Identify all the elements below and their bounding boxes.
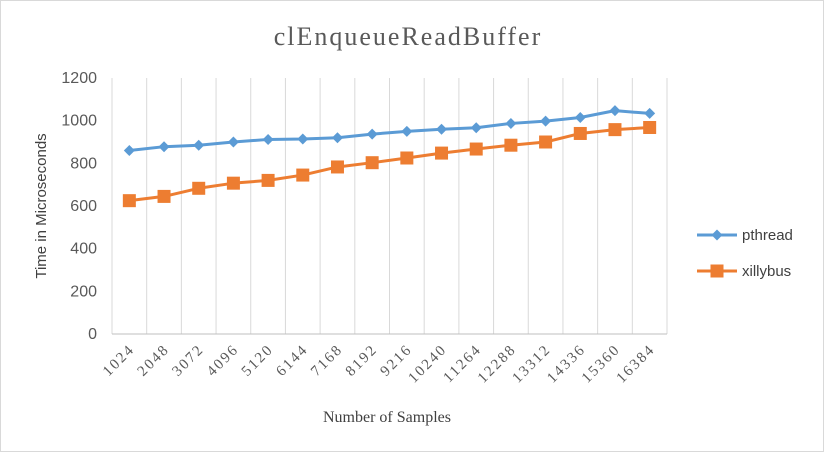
xillybus-point xyxy=(469,142,483,156)
pthread-point xyxy=(366,128,378,140)
xillybus-point xyxy=(330,160,344,174)
xillybus-point xyxy=(261,173,275,187)
y-tick-label: 200 xyxy=(70,283,97,300)
xillybus-point xyxy=(573,126,587,140)
pthread-point xyxy=(331,132,343,144)
pthread-point xyxy=(262,133,274,145)
series-group xyxy=(122,105,657,208)
xillybus-point xyxy=(435,146,449,160)
x-tick-label: 5120 xyxy=(239,342,277,380)
pthread-point xyxy=(540,115,552,127)
xillybus-point xyxy=(608,123,622,137)
legend: pthread xillybus xyxy=(697,227,793,280)
xillybus-point xyxy=(226,176,240,190)
x-tick-label: 7168 xyxy=(308,342,346,380)
x-tick-label: 16384 xyxy=(614,342,659,387)
y-axis-label: Time in Microseconds xyxy=(33,133,50,278)
legend-label: xillybus xyxy=(742,263,791,280)
xillybus-point xyxy=(192,181,206,195)
xillybus-point xyxy=(157,189,171,203)
series-xillybus xyxy=(122,120,657,208)
pthread-point xyxy=(436,123,448,135)
legend-marker xyxy=(710,264,724,278)
y-tick-label: 0 xyxy=(88,326,97,343)
pthread-line xyxy=(129,109,650,153)
pthread-point xyxy=(401,125,413,137)
y-tick-label: 400 xyxy=(70,241,97,258)
pthread-point xyxy=(297,133,309,145)
xillybus-point xyxy=(122,194,136,208)
pthread-point xyxy=(574,111,586,123)
pthread-point xyxy=(505,117,517,129)
pthread-point xyxy=(227,136,239,148)
x-tick-label: 1024 xyxy=(100,342,138,380)
pthread-point xyxy=(609,105,621,117)
x-axis-label: Number of Samples xyxy=(323,409,451,426)
pthread-point xyxy=(644,107,656,119)
x-tick-label: 2048 xyxy=(135,342,173,380)
y-axis-ticks: 0 200 400 600 800 1000 1200 xyxy=(61,70,97,343)
y-tick-label: 600 xyxy=(70,198,97,215)
chart-title: clEnqueueReadBuffer xyxy=(274,22,543,51)
x-tick-label: 8192 xyxy=(343,342,381,380)
x-tick-label: 4096 xyxy=(204,342,242,380)
xillybus-point xyxy=(504,138,518,152)
legend-item-pthread: pthread xyxy=(697,227,793,244)
pthread-point xyxy=(158,141,170,153)
x-tick-label: 10240 xyxy=(405,342,450,387)
x-axis-ticks: 1024204830724096512061447168819292161024… xyxy=(100,342,658,387)
legend-marker xyxy=(711,229,723,241)
xillybus-point xyxy=(539,135,553,149)
xillybus-line xyxy=(129,125,650,203)
y-tick-label: 1200 xyxy=(61,70,97,87)
legend-label: pthread xyxy=(742,227,793,244)
xillybus-point xyxy=(400,151,414,165)
pthread-point xyxy=(193,139,205,151)
xillybus-point xyxy=(296,168,310,182)
xillybus-point xyxy=(643,120,657,134)
pthread-point xyxy=(123,145,135,157)
x-tick-label: 3072 xyxy=(169,342,207,380)
grid-lines xyxy=(111,78,668,335)
xillybus-point xyxy=(365,156,379,170)
y-tick-label: 1000 xyxy=(61,113,97,130)
x-tick-label: 6144 xyxy=(273,342,311,380)
pthread-point xyxy=(470,122,482,134)
legend-item-xillybus: xillybus xyxy=(697,263,791,280)
y-tick-label: 800 xyxy=(70,155,97,172)
